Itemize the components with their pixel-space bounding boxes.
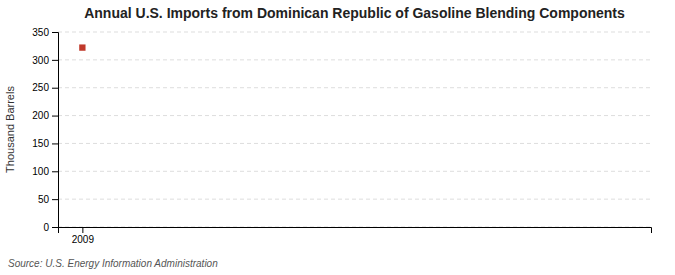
x-tick-mark <box>82 227 83 233</box>
y-tick: 50 <box>38 194 58 205</box>
x-axis: 2009 <box>59 227 652 245</box>
grid-line <box>58 115 651 116</box>
y-tick-label: 200 <box>32 110 49 121</box>
grid-line <box>58 32 651 33</box>
y-tick-mark <box>52 32 58 33</box>
y-tick: 0 <box>43 222 58 233</box>
y-tick-mark <box>52 199 58 200</box>
grid-line <box>58 59 651 60</box>
y-tick: 300 <box>32 55 58 66</box>
grid-line <box>58 143 651 144</box>
x-tick: 2009 <box>72 227 95 245</box>
y-axis-line <box>52 33 59 228</box>
x-axis-line <box>59 228 652 234</box>
title: Annual U.S. Imports from Dominican Repub… <box>84 5 625 21</box>
y-tick-label: 150 <box>32 138 49 149</box>
y-tick-label: 250 <box>32 82 49 93</box>
grid-line <box>58 171 651 172</box>
y-tick: 150 <box>32 138 58 149</box>
plot: 2009 0 50 100 150 200 250 300 350 <box>32 27 651 245</box>
y-tick: 200 <box>32 110 58 121</box>
y-tick-label: 50 <box>38 194 50 205</box>
y-tick-mark <box>52 227 58 228</box>
x-tick-label: 2009 <box>72 234 95 245</box>
y-tick-mark <box>52 60 58 61</box>
y-tick: 350 <box>32 27 58 38</box>
source: Source: U.S. Energy Information Administ… <box>8 258 218 269</box>
y-axis: 0 50 100 150 200 250 300 350 <box>32 27 58 233</box>
y-tick-mark <box>52 88 58 89</box>
y-tick-label: 350 <box>32 27 49 38</box>
points <box>79 44 85 50</box>
y-tick-label: 100 <box>32 166 49 177</box>
y-axis-title: Thousand Barrels <box>4 86 16 173</box>
y-tick-mark <box>52 171 58 172</box>
y-tick: 250 <box>32 82 58 93</box>
y-tick-mark <box>52 116 58 117</box>
y-tick-label: 300 <box>32 55 49 66</box>
grid-line <box>58 87 651 88</box>
y-tick: 100 <box>32 166 58 177</box>
y-tick-mark <box>52 143 58 144</box>
grid <box>58 32 651 227</box>
y-tick-label: 0 <box>43 222 49 233</box>
point <box>79 44 85 50</box>
grid-line <box>58 199 651 200</box>
chart: 2009 0 50 100 150 200 250 300 350 Annual U.S. Imp… <box>0 0 675 275</box>
